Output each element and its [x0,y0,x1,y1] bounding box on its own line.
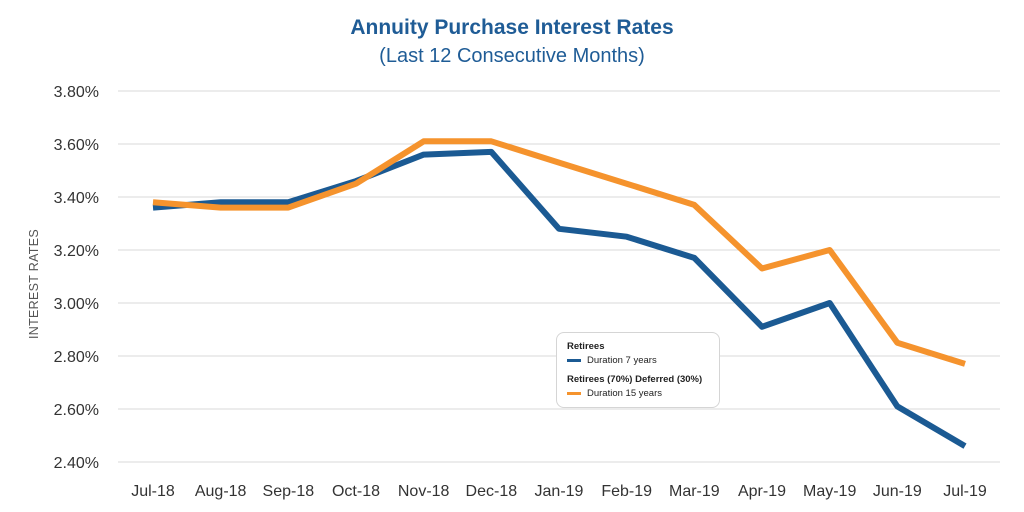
legend-series-1-sublabel: Duration 7 years [587,355,657,366]
x-tick-label: Nov-18 [398,483,450,500]
legend-series-2-sublabel: Duration 15 years [587,388,662,399]
x-tick-label: Mar-19 [669,483,720,500]
chart-subtitle: (Last 12 Consecutive Months) [379,45,645,67]
legend-item-series-1: Duration 7 years [567,355,709,366]
legend-series-2-name: Retirees (70%) Deferred (30%) [567,374,703,385]
y-tick-label: 3.60% [54,137,99,154]
x-tick-label: Jan-19 [535,483,584,500]
x-tick-label: Jul-19 [943,483,987,500]
y-tick-label: 2.60% [54,402,99,419]
y-tick-label: 2.40% [54,455,99,472]
series-lines [152,138,967,449]
x-tick-label: May-19 [803,483,856,500]
x-axis-ticks: Jul-18 Aug-18 Sep-18 Oct-18 Nov-18 Dec-18 Jan-… [131,483,987,500]
legend-item-series-2: Duration 15 years [567,388,709,399]
gridlines [118,90,1000,463]
x-tick-label: Jun-19 [873,483,922,500]
x-tick-label: Oct-18 [332,483,380,500]
y-axis-ticks: 3.80% 3.60% 3.40% 3.20% 3.00% 2.80% 2.60% 2.40% [54,84,99,472]
x-tick-label: Jul-18 [131,483,175,500]
legend-swatch-series-2 [567,392,581,395]
legend: Retirees Duration 7 years Retirees (70%)… [556,332,720,408]
x-tick-label: Feb-19 [601,483,652,500]
y-tick-label: 3.20% [54,243,99,260]
x-tick-label: Dec-18 [466,483,518,500]
legend-series-1-name: Retirees [567,341,605,352]
y-tick-label: 3.00% [54,296,99,313]
series-line-1 [152,148,967,449]
y-tick-label: 2.80% [54,349,99,366]
x-tick-label: Aug-18 [195,483,247,500]
y-tick-label: 3.40% [54,190,99,207]
series-line-2 [152,138,966,367]
y-tick-label: 3.80% [54,84,99,101]
chart-title: Annuity Purchase Interest Rates [350,16,674,39]
y-axis-label: INTEREST RATES [27,229,41,339]
x-tick-label: Sep-18 [263,483,315,500]
legend-swatch-series-1 [567,359,581,362]
x-tick-label: Apr-19 [738,483,786,500]
